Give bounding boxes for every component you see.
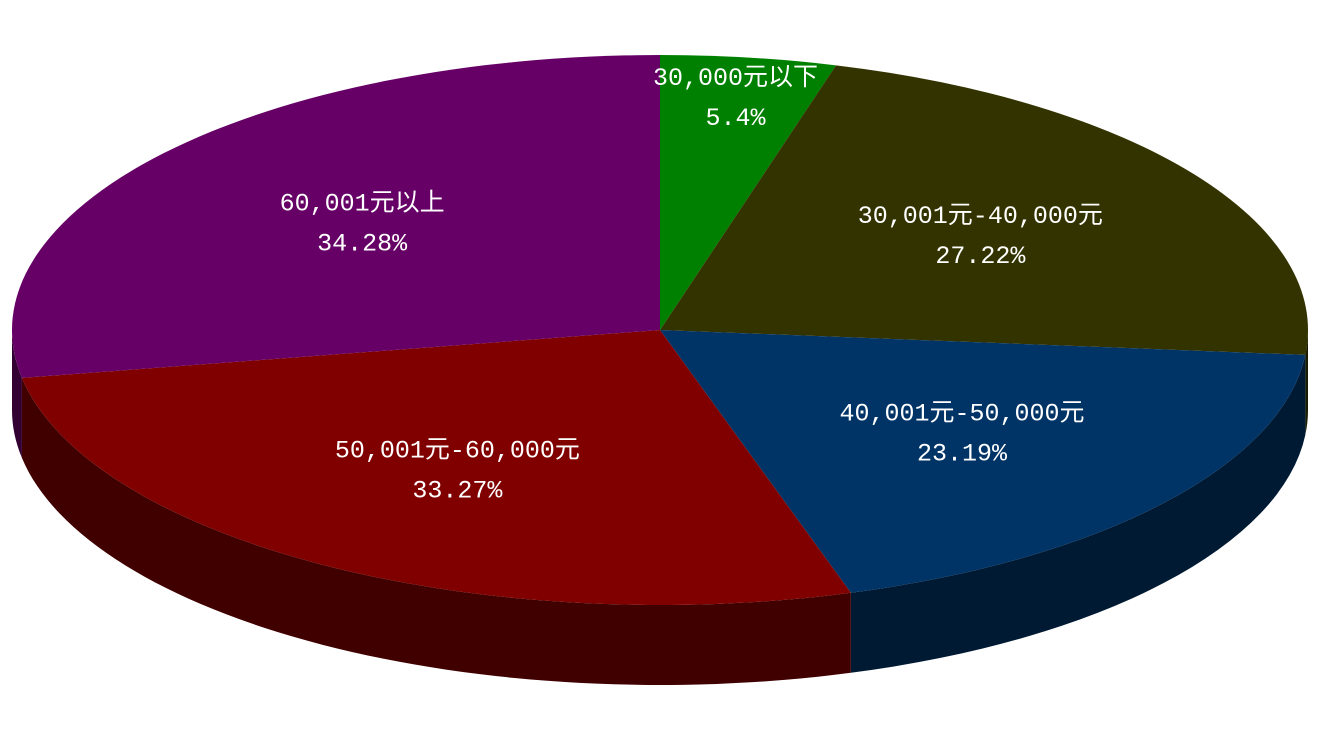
slice-side [850, 354, 1306, 673]
slice-side [1305, 330, 1308, 435]
category-label: 30,000元以下 [653, 64, 818, 93]
slice [11, 55, 660, 378]
category-label: 30,001元-40,000元 [858, 202, 1103, 231]
value-label: 23.19% [917, 440, 1008, 469]
slice [21, 330, 851, 606]
slice-side [12, 330, 22, 458]
value-label: 27.22% [935, 242, 1026, 271]
slice [660, 55, 836, 330]
slice [660, 330, 1306, 593]
slice [660, 65, 1308, 355]
category-label: 60,001元以上 [280, 189, 445, 219]
slice-side [21, 377, 851, 685]
category-label: 40,001元-50,000元 [839, 400, 1084, 429]
value-label: 34.28% [317, 230, 408, 259]
value-label: 33.27% [412, 476, 503, 505]
category-label: 50,001元-60,000元 [335, 436, 580, 465]
value-label: 5.4% [706, 104, 767, 133]
